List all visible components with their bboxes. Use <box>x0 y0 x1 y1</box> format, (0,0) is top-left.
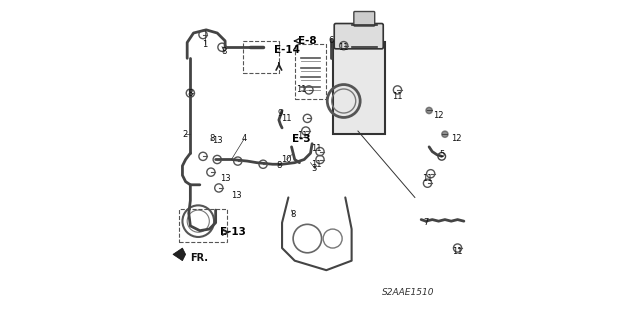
Circle shape <box>426 107 432 114</box>
Text: 13: 13 <box>220 174 230 183</box>
FancyBboxPatch shape <box>354 11 374 26</box>
Polygon shape <box>173 248 186 261</box>
Text: 8: 8 <box>276 161 282 170</box>
Text: 11: 11 <box>392 92 403 101</box>
FancyBboxPatch shape <box>334 24 383 49</box>
Text: 13: 13 <box>212 136 223 145</box>
Bar <box>179 209 227 242</box>
Text: 6: 6 <box>328 36 333 45</box>
Circle shape <box>442 131 448 137</box>
Bar <box>294 44 326 100</box>
Text: E-3: E-3 <box>292 134 310 144</box>
Text: 11: 11 <box>339 43 349 52</box>
Text: 4: 4 <box>241 134 247 144</box>
Text: 9: 9 <box>278 109 283 118</box>
Text: E-13: E-13 <box>220 227 246 237</box>
Text: 13: 13 <box>231 191 241 200</box>
Text: 11: 11 <box>282 114 292 123</box>
Text: 12: 12 <box>451 134 461 144</box>
FancyBboxPatch shape <box>333 42 385 134</box>
Text: 8: 8 <box>222 48 227 56</box>
Bar <box>243 41 279 72</box>
Text: 8: 8 <box>188 89 193 98</box>
Text: 5: 5 <box>439 150 444 159</box>
Text: E-8: E-8 <box>298 36 317 46</box>
Text: 11: 11 <box>298 131 308 140</box>
Text: 7: 7 <box>423 218 429 227</box>
Text: 11: 11 <box>296 85 307 94</box>
Text: 11: 11 <box>312 144 322 153</box>
Text: 2: 2 <box>182 130 188 139</box>
Text: 11: 11 <box>452 247 463 256</box>
Text: 3: 3 <box>311 165 316 174</box>
Text: E-14: E-14 <box>274 45 300 56</box>
Text: FR.: FR. <box>189 253 208 263</box>
Text: S2AAE1510: S2AAE1510 <box>382 288 435 297</box>
Text: 11: 11 <box>312 160 322 169</box>
Text: 12: 12 <box>433 111 444 120</box>
Text: 10: 10 <box>282 155 292 164</box>
Text: 11: 11 <box>422 174 433 183</box>
Text: 8: 8 <box>210 134 215 144</box>
Text: 8: 8 <box>291 210 296 219</box>
Text: 1: 1 <box>202 40 207 48</box>
